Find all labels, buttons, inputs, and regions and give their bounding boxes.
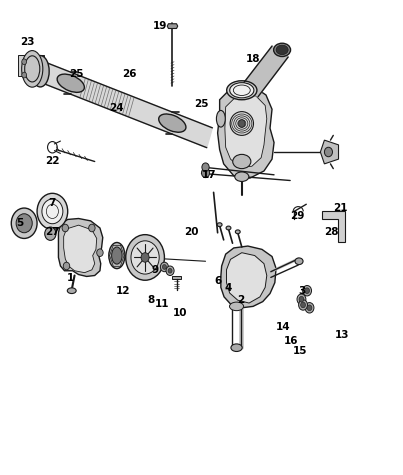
Circle shape <box>202 168 210 178</box>
Circle shape <box>11 208 37 238</box>
Polygon shape <box>226 253 267 303</box>
Circle shape <box>160 262 168 272</box>
Polygon shape <box>172 276 181 279</box>
Circle shape <box>126 235 164 280</box>
Ellipse shape <box>112 247 122 264</box>
Circle shape <box>166 266 174 275</box>
Ellipse shape <box>217 223 222 227</box>
Text: 8: 8 <box>147 295 155 305</box>
Ellipse shape <box>159 114 186 132</box>
Circle shape <box>301 302 305 308</box>
Ellipse shape <box>295 258 303 265</box>
Circle shape <box>202 163 209 171</box>
Text: 1: 1 <box>67 273 74 283</box>
Circle shape <box>307 305 312 311</box>
Circle shape <box>63 262 70 270</box>
Polygon shape <box>244 46 288 97</box>
Text: 2: 2 <box>237 295 245 305</box>
Ellipse shape <box>231 344 242 352</box>
Polygon shape <box>218 86 274 178</box>
Circle shape <box>37 193 68 229</box>
Text: 14: 14 <box>276 322 290 332</box>
Ellipse shape <box>230 112 253 135</box>
Text: 25: 25 <box>69 68 84 79</box>
Text: 26: 26 <box>123 68 137 79</box>
Text: 28: 28 <box>324 227 339 237</box>
Text: 12: 12 <box>116 285 130 296</box>
Text: 3: 3 <box>299 285 306 296</box>
Ellipse shape <box>276 45 288 55</box>
Ellipse shape <box>22 50 43 87</box>
Ellipse shape <box>67 288 76 294</box>
Text: 9: 9 <box>152 265 159 275</box>
Ellipse shape <box>235 230 240 234</box>
Circle shape <box>22 59 27 65</box>
Text: 7: 7 <box>49 198 56 209</box>
Text: 15: 15 <box>293 345 307 356</box>
Circle shape <box>97 249 103 256</box>
Polygon shape <box>322 211 345 242</box>
Ellipse shape <box>235 172 249 181</box>
Text: 22: 22 <box>45 155 60 166</box>
Circle shape <box>305 288 310 294</box>
Ellipse shape <box>226 226 231 230</box>
Text: 6: 6 <box>215 276 222 286</box>
Circle shape <box>62 224 69 232</box>
Circle shape <box>45 227 56 240</box>
Circle shape <box>324 147 332 157</box>
Text: 23: 23 <box>20 37 35 47</box>
Circle shape <box>42 199 63 224</box>
Circle shape <box>131 241 159 274</box>
Text: 4: 4 <box>225 283 232 294</box>
Text: 29: 29 <box>290 211 305 221</box>
Polygon shape <box>58 218 103 276</box>
Circle shape <box>22 72 27 78</box>
Polygon shape <box>221 246 276 308</box>
Ellipse shape <box>31 56 49 87</box>
Circle shape <box>16 214 32 233</box>
Ellipse shape <box>229 302 243 311</box>
Text: 13: 13 <box>334 330 349 340</box>
Circle shape <box>168 268 172 273</box>
Ellipse shape <box>57 74 84 92</box>
Text: 10: 10 <box>173 307 188 318</box>
Circle shape <box>141 253 149 262</box>
Text: 20: 20 <box>184 227 199 237</box>
Text: 21: 21 <box>333 203 348 213</box>
Text: 25: 25 <box>194 98 209 109</box>
Ellipse shape <box>230 83 254 98</box>
Text: 16: 16 <box>284 336 298 346</box>
Circle shape <box>303 285 312 296</box>
Ellipse shape <box>25 56 40 82</box>
Circle shape <box>239 120 245 127</box>
Text: 27: 27 <box>45 227 60 237</box>
Ellipse shape <box>233 154 251 169</box>
Circle shape <box>89 224 95 232</box>
Polygon shape <box>18 55 44 76</box>
Text: 24: 24 <box>110 103 124 114</box>
Text: 5: 5 <box>17 218 24 228</box>
Text: 11: 11 <box>155 299 169 309</box>
Polygon shape <box>64 225 97 273</box>
Polygon shape <box>37 61 212 148</box>
Ellipse shape <box>226 81 257 100</box>
Text: 17: 17 <box>202 170 217 180</box>
Circle shape <box>162 265 166 269</box>
Circle shape <box>299 296 304 302</box>
Ellipse shape <box>109 242 125 268</box>
Circle shape <box>297 294 306 304</box>
Text: 19: 19 <box>153 21 168 31</box>
Text: 18: 18 <box>246 54 260 65</box>
Circle shape <box>299 300 307 310</box>
Ellipse shape <box>274 43 291 57</box>
Circle shape <box>305 303 314 313</box>
Polygon shape <box>320 140 339 164</box>
Polygon shape <box>225 95 267 167</box>
Polygon shape <box>167 24 178 28</box>
Ellipse shape <box>216 111 225 127</box>
